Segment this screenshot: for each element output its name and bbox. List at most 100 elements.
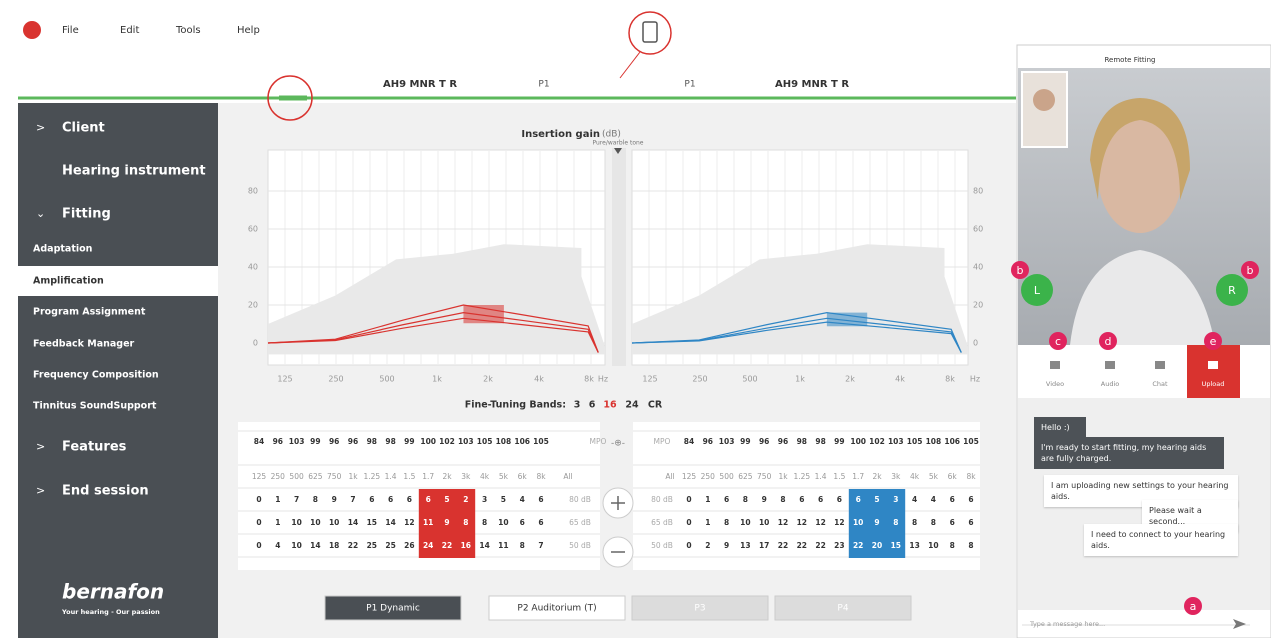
gain-value[interactable]: 6 [856, 495, 861, 504]
gain-value[interactable]: 8 [893, 518, 898, 527]
gain-value[interactable]: 10 [928, 541, 938, 550]
program-label[interactable]: P2 Auditorium (T) [517, 604, 596, 614]
gain-value[interactable]: 8 [463, 518, 468, 527]
gain-value[interactable]: 11 [498, 541, 508, 550]
gain-value[interactable]: 1 [705, 518, 710, 527]
gain-value[interactable]: 9 [724, 541, 729, 550]
band-option[interactable]: 3 [574, 400, 581, 411]
gain-value[interactable]: 0 [686, 541, 691, 550]
gain-value[interactable]: 6 [799, 495, 804, 504]
gain-value[interactable]: 10 [853, 518, 863, 527]
program-label[interactable]: P1 Dynamic [366, 604, 420, 614]
gain-value[interactable]: 12 [834, 518, 844, 527]
gain-value[interactable]: 8 [780, 495, 785, 504]
menu-item[interactable]: Help [237, 25, 260, 36]
button-label[interactable]: Upload [1202, 380, 1225, 388]
gain-value[interactable]: 10 [759, 518, 769, 527]
gain-value[interactable]: 14 [348, 518, 358, 527]
gain-value[interactable]: 1 [705, 495, 710, 504]
gain-value[interactable]: 10 [310, 518, 320, 527]
gain-value[interactable]: 3 [893, 495, 898, 504]
band-option[interactable]: 16 [603, 400, 617, 411]
gain-value[interactable]: 0 [686, 495, 691, 504]
nav-item[interactable]: Adaptation [33, 244, 93, 255]
gain-value[interactable]: 7 [350, 495, 355, 504]
gain-value[interactable]: 1 [275, 518, 280, 527]
gain-value[interactable]: 22 [442, 541, 452, 550]
gain-value[interactable]: 7 [538, 541, 543, 550]
device-selector[interactable]: AH9 MNR T R [383, 79, 457, 90]
gain-value[interactable]: 11 [423, 518, 433, 527]
gain-value[interactable]: 10 [291, 518, 301, 527]
gain-value[interactable]: 9 [874, 518, 879, 527]
gain-value[interactable]: 1 [275, 495, 280, 504]
nav-item[interactable]: Amplification [33, 276, 104, 287]
gain-value[interactable]: 8 [912, 518, 917, 527]
gain-value[interactable]: 10 [740, 518, 750, 527]
gain-value[interactable]: 8 [482, 518, 487, 527]
program-label[interactable]: P4 [837, 604, 848, 614]
gain-value[interactable]: 3 [482, 495, 487, 504]
gain-value[interactable]: 6 [968, 518, 973, 527]
button-label[interactable]: Audio [1101, 380, 1119, 388]
nav-item[interactable]: End session [62, 484, 149, 499]
gain-value[interactable]: 5 [444, 495, 449, 504]
gain-value[interactable]: 6 [724, 495, 729, 504]
gain-value[interactable]: 0 [256, 541, 261, 550]
gain-value[interactable]: 8 [743, 495, 748, 504]
gain-value[interactable]: 18 [329, 541, 339, 550]
menu-item[interactable]: File [62, 25, 79, 36]
nav-item[interactable]: Program Assignment [33, 307, 146, 318]
gain-value[interactable]: 14 [479, 541, 489, 550]
gain-value[interactable]: 22 [778, 541, 788, 550]
gain-value[interactable]: 8 [968, 541, 973, 550]
gain-value[interactable]: 7 [294, 495, 299, 504]
gain-value[interactable]: 6 [520, 518, 525, 527]
gain-value[interactable]: 6 [426, 495, 431, 504]
gain-value[interactable]: 8 [313, 495, 318, 504]
gain-value[interactable]: 6 [369, 495, 374, 504]
gain-value[interactable]: 6 [837, 495, 842, 504]
gain-value[interactable]: 6 [538, 518, 543, 527]
gain-value[interactable]: 22 [348, 541, 358, 550]
nav-item[interactable]: Feedback Manager [33, 339, 135, 350]
button-label[interactable]: Video [1046, 380, 1064, 388]
gain-value[interactable]: 4 [912, 495, 917, 504]
gain-value[interactable]: 10 [291, 541, 301, 550]
message-input[interactable]: Type a message here... [1029, 620, 1105, 628]
gain-value[interactable]: 8 [950, 541, 955, 550]
gain-value[interactable]: 2 [705, 541, 710, 550]
gain-value[interactable]: 25 [367, 541, 377, 550]
gain-value[interactable]: 0 [256, 518, 261, 527]
gain-value[interactable]: 9 [332, 495, 337, 504]
gain-value[interactable]: 15 [367, 518, 377, 527]
gain-value[interactable]: 15 [891, 541, 901, 550]
gain-value[interactable]: 0 [256, 495, 261, 504]
gain-value[interactable]: 5 [874, 495, 879, 504]
gain-value[interactable]: 4 [931, 495, 936, 504]
gain-value[interactable]: 22 [797, 541, 807, 550]
gain-value[interactable]: 9 [762, 495, 767, 504]
button-label[interactable]: Chat [1152, 380, 1168, 388]
gain-value[interactable]: 24 [423, 541, 433, 550]
gain-value[interactable]: 22 [815, 541, 825, 550]
gain-value[interactable]: 4 [520, 495, 525, 504]
gain-value[interactable]: 8 [724, 518, 729, 527]
nav-item[interactable]: Client [62, 121, 105, 136]
gain-value[interactable]: 14 [310, 541, 320, 550]
gain-value[interactable]: 6 [388, 495, 393, 504]
gain-value[interactable]: 26 [404, 541, 414, 550]
gain-value[interactable]: 25 [385, 541, 395, 550]
gain-value[interactable]: 6 [538, 495, 543, 504]
gain-value[interactable]: 10 [329, 518, 339, 527]
link-icon[interactable]: -⊕- [611, 439, 625, 449]
gain-value[interactable]: 13 [740, 541, 750, 550]
nav-item[interactable]: Frequency Composition [33, 370, 159, 381]
upload-button-bg[interactable] [1187, 345, 1240, 398]
menu-item[interactable]: Tools [175, 25, 201, 36]
gain-value[interactable]: 14 [385, 518, 395, 527]
gain-value[interactable]: 22 [853, 541, 863, 550]
gain-value[interactable]: 12 [815, 518, 825, 527]
gain-value[interactable]: 6 [968, 495, 973, 504]
gain-value[interactable]: 20 [872, 541, 882, 550]
